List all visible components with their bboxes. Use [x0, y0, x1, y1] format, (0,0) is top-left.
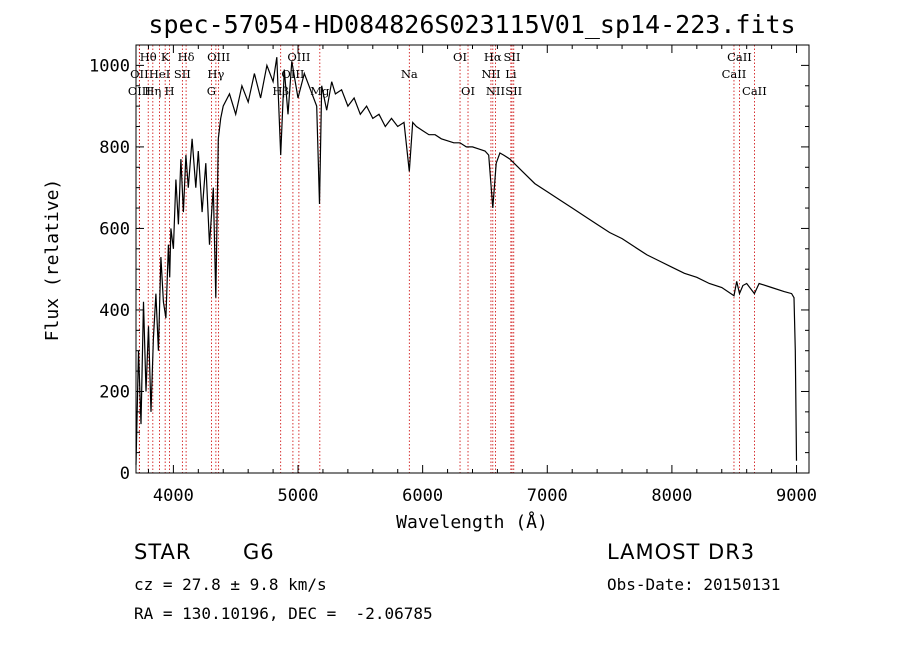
- x-tick-label: 5000: [278, 486, 319, 506]
- spectral-line-label: Na: [401, 67, 418, 81]
- x-tick-label: 7000: [527, 486, 568, 506]
- spectral-line-label: Hγ: [207, 67, 224, 81]
- spectral-line-label: H: [165, 84, 175, 98]
- spectral-line-label: Li: [505, 67, 517, 81]
- spectral-line-label: OI: [453, 50, 467, 64]
- spectral-line-label: HeI: [149, 67, 170, 81]
- spectral-line-label: Hδ: [178, 50, 195, 64]
- spectral-line-label: CaII: [742, 84, 767, 98]
- x-axis-label: Wavelength (Å): [396, 511, 548, 533]
- spectral-line-label: Hη: [144, 84, 161, 98]
- y-axis-ticks: 0 200 400 600 800 1000: [89, 56, 809, 484]
- spectral-line-label: OI: [461, 84, 475, 98]
- spectral-line-label: Hβ: [272, 84, 289, 98]
- spectral-line-label: OIII: [207, 50, 230, 64]
- y-tick-label: 600: [99, 219, 130, 239]
- redshift-text: cz = 27.8 ± 9.8 km/s: [134, 575, 327, 594]
- x-tick-label: 4000: [153, 486, 194, 506]
- spectral-line-label: OIII: [281, 67, 304, 81]
- spectral-line-label: CaII: [722, 67, 747, 81]
- survey-name: LAMOST DR3: [607, 540, 756, 564]
- obs-date: Obs-Date: 20150131: [607, 575, 781, 594]
- spectral-line-label: NII: [481, 67, 500, 81]
- y-tick-label: 400: [99, 301, 130, 321]
- spectral-subclass: G6: [243, 540, 275, 564]
- spectrum-line: [135, 57, 798, 465]
- spectral-line-label: OIII: [287, 50, 310, 64]
- x-tick-label: 8000: [651, 486, 692, 506]
- coordinates: RA = 130.10196, DEC = -2.06785: [134, 604, 433, 623]
- spectral-line-label: Hθ: [140, 50, 157, 64]
- x-axis-ticks: 4000 5000 6000 7000 8000 9000: [147, 45, 817, 506]
- y-tick-label: 200: [99, 382, 130, 402]
- spectral-line-label: Mg: [310, 84, 330, 98]
- spectral-line-label: SII: [505, 84, 522, 98]
- y-tick-label: 1000: [89, 56, 130, 76]
- y-axis-label: Flux (relative): [42, 179, 63, 342]
- spectral-line-labels: Hθ OII OIII HeI Hη K SII H Hδ OIII Hγ G OIII OIII Hβ Mg…: [128, 50, 767, 98]
- spectral-line-label: G: [207, 84, 216, 98]
- spectral-line-label: SII: [174, 67, 191, 81]
- y-tick-label: 800: [99, 138, 130, 158]
- spectral-line-label: Hα: [484, 50, 502, 64]
- spectral-line-label: K: [161, 50, 170, 64]
- spectral-line-label: SII: [504, 50, 521, 64]
- spectral-line-label: CaII: [727, 50, 752, 64]
- spectral-line-label: OIII: [128, 84, 151, 98]
- y-tick-label: 0: [120, 464, 130, 484]
- x-tick-label: 9000: [776, 486, 817, 506]
- chart-title: spec-57054-HD084826S023115V01_sp14-223.f…: [148, 10, 795, 39]
- spectral-line-label: OII: [130, 67, 149, 81]
- x-tick-label: 6000: [402, 486, 443, 506]
- object-class: STAR: [134, 540, 192, 564]
- spectral-line-label: NII: [486, 84, 505, 98]
- spectral-line-markers: [138, 45, 755, 473]
